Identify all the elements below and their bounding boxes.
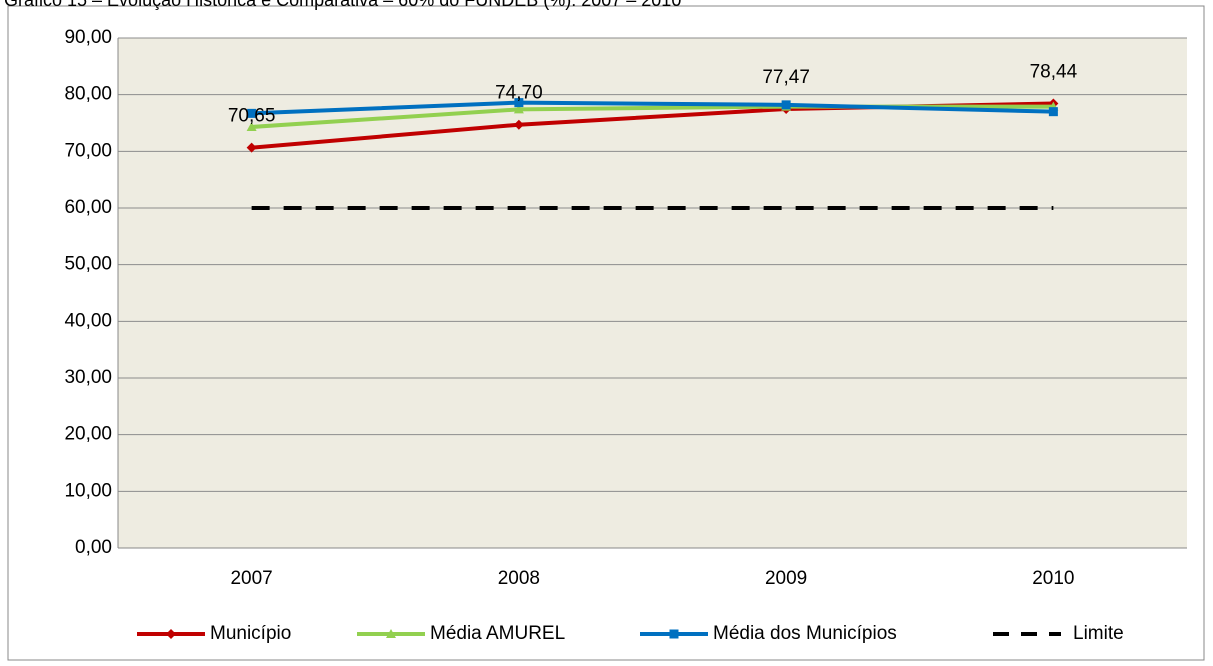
marker xyxy=(1048,107,1058,117)
data-label: 74,70 xyxy=(495,83,543,104)
marker xyxy=(513,119,524,130)
legend-label: Município xyxy=(210,623,291,644)
data-label: 78,44 xyxy=(1030,62,1078,83)
marker xyxy=(781,100,791,110)
series-line xyxy=(251,100,1054,116)
plot-area xyxy=(118,38,1187,548)
legend-label: Média dos Municípios xyxy=(713,623,897,644)
y-tick-label: 30,00 xyxy=(64,367,112,388)
marker xyxy=(246,121,257,131)
marker xyxy=(513,104,524,114)
data-label: 77,47 xyxy=(762,67,810,88)
marker xyxy=(386,629,396,638)
y-tick-label: 10,00 xyxy=(64,480,112,501)
chart-title: Gráfico 15 – Evolução Histórica e Compar… xyxy=(4,0,681,10)
marker xyxy=(669,629,679,639)
y-tick-label: 70,00 xyxy=(64,140,112,161)
y-tick-label: 60,00 xyxy=(64,197,112,218)
x-tick-label: 2009 xyxy=(765,568,807,589)
x-tick-label: 2008 xyxy=(498,568,540,589)
y-tick-label: 50,00 xyxy=(64,254,112,275)
marker xyxy=(514,98,524,108)
marker xyxy=(247,108,257,118)
y-tick-label: 0,00 xyxy=(75,537,112,558)
marker xyxy=(166,629,176,639)
x-tick-label: 2007 xyxy=(230,568,272,589)
data-label: 70,65 xyxy=(228,106,276,127)
legend-label: Limite xyxy=(1073,623,1124,644)
y-tick-label: 90,00 xyxy=(64,27,112,48)
y-tick-label: 40,00 xyxy=(64,310,112,331)
y-tick-label: 80,00 xyxy=(64,84,112,105)
legend-label: Média AMUREL xyxy=(430,623,565,644)
x-tick-label: 2010 xyxy=(1032,568,1074,589)
marker xyxy=(246,142,257,153)
y-tick-label: 20,00 xyxy=(64,424,112,445)
